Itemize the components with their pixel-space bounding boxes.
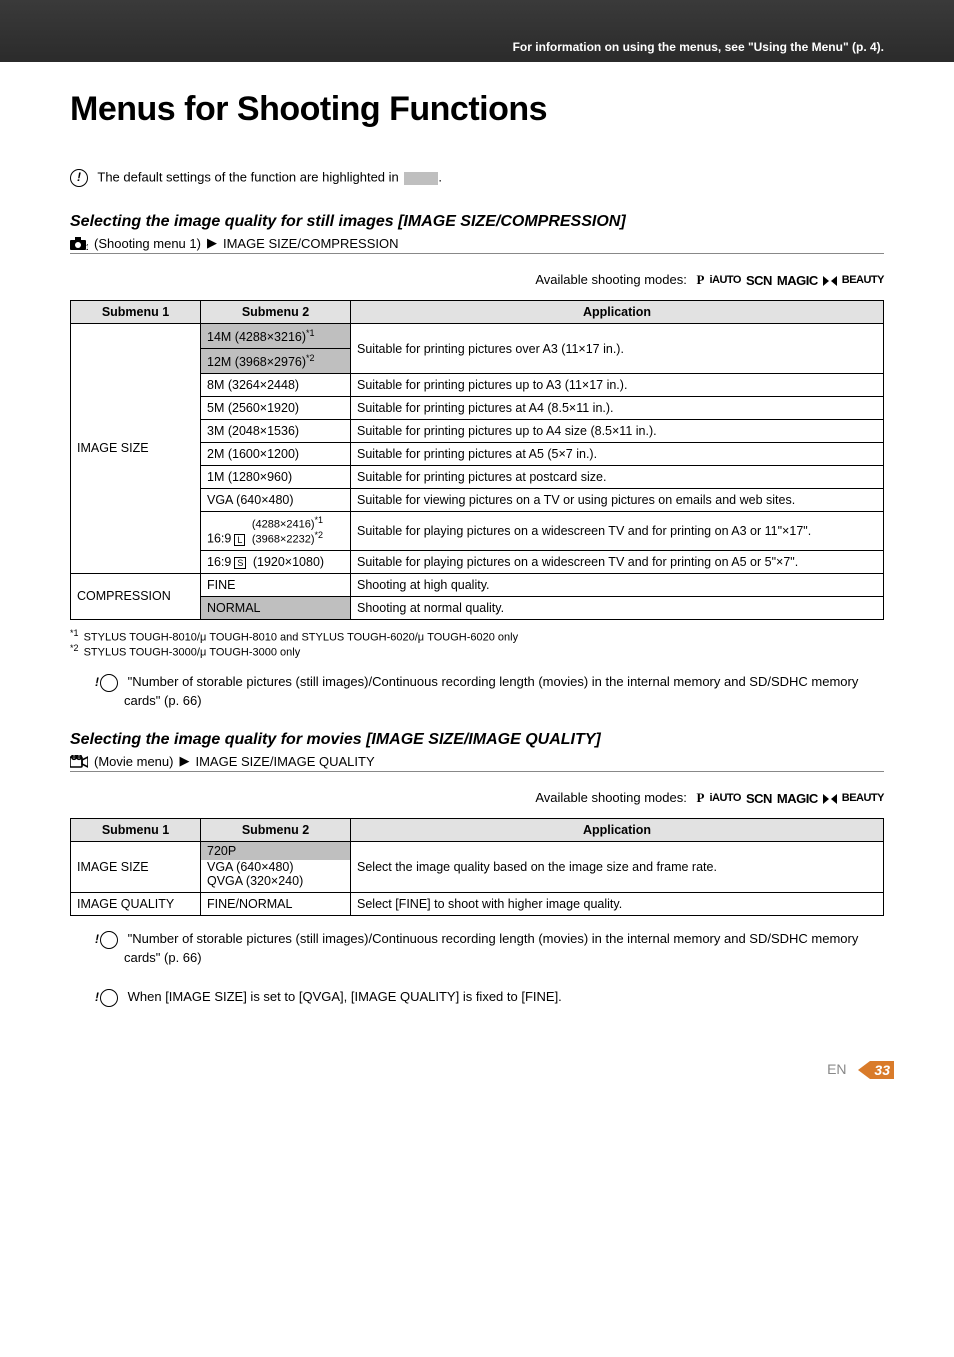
table-cell: 2M (1600×1200) (201, 443, 351, 466)
mode-magic-icon: MAGIC (777, 273, 818, 288)
mode-beauty-icon: BEAUTY (842, 274, 884, 286)
movie-th2: Submenu 2 (201, 819, 351, 842)
mode-panorama-icon (823, 791, 837, 806)
table-cell: Suitable for printing pictures at A4 (8.… (351, 397, 884, 420)
table-cell: Suitable for printing pictures at postca… (351, 466, 884, 489)
still-th1: Submenu 1 (71, 301, 201, 324)
intro-note: ! The default settings of the function a… (70, 169, 884, 187)
arrow-icon: ▶ (207, 235, 217, 251)
table-cell: VGA (640×480) (201, 489, 351, 512)
mode-scn-icon: SCN (746, 791, 772, 806)
table-cell: Select [FINE] to shoot with higher image… (351, 893, 884, 916)
still-modes-line: Available shooting modes: P iAUTO SCN MA… (70, 272, 884, 288)
table-cell: Suitable for playing pictures on a wides… (351, 512, 884, 551)
table-cell: Shooting at high quality. (351, 573, 884, 596)
table-cell: 5M (2560×1920) (201, 397, 351, 420)
still-modes-label: Available shooting modes: (535, 272, 687, 287)
still-info-note: ! "Number of storable pictures (still im… (100, 673, 884, 709)
table-cell: 1M (1280×960) (201, 466, 351, 489)
info-icon: ! (100, 931, 118, 949)
info-icon: ! (100, 674, 118, 692)
movie-modes-label: Available shooting modes: (535, 790, 687, 805)
movie-crumb-prefix: (Movie menu) (94, 754, 173, 769)
movie-th1: Submenu 1 (71, 819, 201, 842)
intro-text: The default settings of the function are… (97, 169, 398, 184)
mode-magic-icon: MAGIC (777, 791, 818, 806)
footer-lang: EN (827, 1061, 846, 1077)
movie-breadcrumb: (Movie menu) ▶ IMAGE SIZE/IMAGE QUALITY (70, 753, 884, 772)
movie-info-note-2: ! When [IMAGE SIZE] is set to [QVGA], [I… (100, 988, 884, 1007)
table-cell: IMAGE QUALITY (71, 893, 201, 916)
svg-text:1: 1 (86, 243, 88, 251)
mode-panorama-icon (823, 273, 837, 288)
table-cell: Suitable for printing pictures up to A4 … (351, 420, 884, 443)
table-cell: Select the image quality based on the im… (351, 842, 884, 893)
image-size-label: IMAGE SIZE (71, 324, 201, 574)
mode-p-icon: P (696, 272, 704, 288)
table-cell: Suitable for printing pictures up to A3 … (351, 374, 884, 397)
table-cell: 3M (2048×1536) (201, 420, 351, 443)
movie-modes-line: Available shooting modes: P iAUTO SCN MA… (70, 790, 884, 806)
table-cell: 16:9S (1920×1080) (201, 550, 351, 573)
header-bar: For information on using the menus, see … (0, 0, 954, 62)
still-table: Submenu 1 Submenu 2 Application IMAGE SI… (70, 300, 884, 620)
table-cell: Suitable for printing pictures at A5 (5×… (351, 443, 884, 466)
camera-icon: 1 (70, 235, 88, 251)
table-cell: Suitable for playing pictures on a wides… (351, 550, 884, 573)
table-cell: Suitable for viewing pictures on a TV or… (351, 489, 884, 512)
mode-p-icon: P (696, 790, 704, 806)
highlight-swatch (404, 172, 438, 185)
arrow-icon: ▶ (179, 753, 189, 769)
movie-crumb-suffix: IMAGE SIZE/IMAGE QUALITY (195, 754, 374, 769)
movie-th3: Application (351, 819, 884, 842)
table-cell: IMAGE SIZE (71, 842, 201, 893)
table-cell: Shooting at normal quality. (351, 596, 884, 619)
footer-page-number: 33 (858, 1061, 894, 1079)
still-breadcrumb: 1 (Shooting menu 1) ▶ IMAGE SIZE/COMPRES… (70, 235, 884, 254)
header-text: For information on using the menus, see … (513, 40, 884, 54)
still-th2: Submenu 2 (201, 301, 351, 324)
table-cell: FINE (201, 573, 351, 596)
page-footer: EN 33 (827, 1061, 894, 1079)
mode-iauto-icon: iAUTO (709, 792, 741, 804)
info-icon: ! (100, 989, 118, 1007)
still-section-title: Selecting the image quality for still im… (70, 213, 884, 231)
movie-info-note-1: ! "Number of storable pictures (still im… (100, 930, 884, 966)
movie-table: Submenu 1 Submenu 2 Application IMAGE SI… (70, 818, 884, 916)
table-cell: 12M (3968×2976)*2 (201, 349, 351, 374)
mode-iauto-icon: iAUTO (709, 274, 741, 286)
page-title: Menus for Shooting Functions (70, 90, 884, 129)
movie-section-title: Selecting the image quality for movies [… (70, 731, 884, 749)
table-cell: NORMAL (201, 596, 351, 619)
still-footnotes: *1 STYLUS TOUGH-8010/μ TOUGH-8010 and ST… (70, 628, 884, 659)
movie-icon (70, 753, 88, 769)
still-crumb-suffix: IMAGE SIZE/COMPRESSION (223, 236, 399, 251)
table-cell: 14M (4288×3216)*1 (201, 324, 351, 349)
mode-scn-icon: SCN (746, 273, 772, 288)
still-th3: Application (351, 301, 884, 324)
still-crumb-prefix: (Shooting menu 1) (94, 236, 201, 251)
mode-beauty-icon: BEAUTY (842, 792, 884, 804)
compression-label: COMPRESSION (71, 573, 201, 619)
table-cell: Suitable for printing pictures over A3 (… (351, 324, 884, 374)
table-cell: FINE/NORMAL (201, 893, 351, 916)
table-cell: 8M (3264×2448) (201, 374, 351, 397)
table-cell: 720P VGA (640×480) QVGA (320×240) (201, 842, 351, 893)
table-cell: 16:9L (4288×2416)*1 (3968×2232)*2 (201, 512, 351, 551)
info-icon: ! (70, 169, 88, 187)
